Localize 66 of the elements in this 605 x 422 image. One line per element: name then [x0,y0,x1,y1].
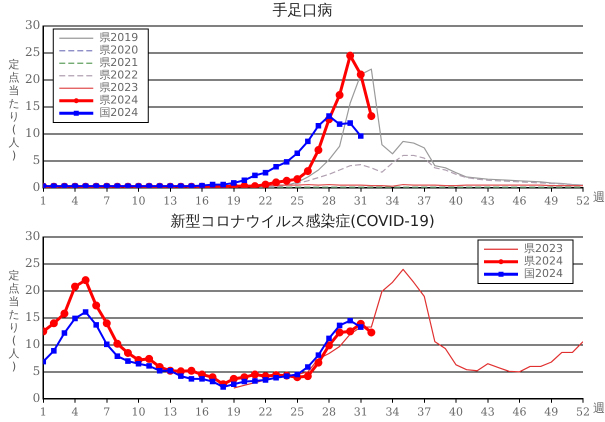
legend-label: 国2024 [524,267,564,280]
x-tick-label: 49 [544,405,558,418]
x-tick-label: 28 [322,405,336,418]
y-tick-label: 10 [24,126,40,140]
x-tick-label: 19 [226,405,241,418]
legend-label: 県2024 [99,94,138,107]
y-tick-label: 25 [24,256,40,270]
y-tick-label: 15 [24,310,40,324]
x-tick-label: 40 [449,194,464,208]
x-tick-label: 43 [480,194,495,208]
y-tick-label: 5 [32,364,40,378]
legend-label: 県2023 [524,242,564,256]
x-axis-title: 週 [593,400,605,415]
legend-label: 国2024 [99,106,138,120]
y-tick-label: 20 [24,72,40,86]
legend-label: 県2022 [99,68,138,82]
chart-title: 手足口病 [272,0,332,19]
legend-label: 県2019 [99,31,138,44]
y-tick-label: 10 [24,336,40,351]
chart-title: 新型コロナウイルス感染症(COVID-19) [170,212,435,230]
y-tick-label: 15 [24,99,40,114]
x-tick-label: 34 [386,405,400,418]
x-tick-label: 7 [103,405,110,418]
y-tick-label: 30 [24,18,40,32]
x-tick-label: 4 [72,194,79,208]
y-tick-label: 0 [32,390,40,405]
x-tick-label: 1 [40,405,47,418]
x-tick-label: 28 [322,194,336,208]
x-tick-label: 37 [417,405,432,418]
x-tick-label: 7 [103,194,110,208]
x-tick-label: 34 [386,194,400,208]
legend-label: 県2021 [99,56,138,70]
x-tick-label: 13 [163,194,178,208]
legend-label: 県2020 [99,44,138,57]
y-tick-label: 30 [24,229,40,244]
x-tick-label: 43 [480,405,495,418]
x-tick-label: 31 [354,405,368,418]
x-tick-label: 49 [544,194,558,208]
x-tick-label: 16 [195,194,210,208]
y-tick-label: 25 [24,45,40,60]
x-tick-label: 22 [258,194,273,208]
x-tick-label: 25 [290,194,304,208]
x-tick-label: 13 [163,405,178,418]
legend-label: 県2024 [524,254,564,268]
x-tick-label: 19 [226,194,241,208]
x-tick-label: 52 [576,194,590,208]
x-axis-title: 週 [593,190,605,204]
x-tick-label: 4 [72,405,79,418]
x-tick-label: 37 [417,194,432,208]
x-tick-label: 46 [512,194,526,208]
x-tick-label: 10 [132,405,146,418]
x-tick-label: 16 [195,405,210,418]
legend-label: 県2023 [99,81,138,94]
y-tick-label: 20 [24,283,40,298]
x-tick-label: 22 [258,405,273,418]
x-tick-label: 40 [449,405,464,418]
x-tick-label: 25 [290,405,304,418]
y-axis-title: 定点当たり(人) [8,269,20,373]
y-tick-label: 0 [32,180,40,194]
y-tick-label: 5 [32,152,40,167]
x-tick-label: 31 [354,194,368,208]
x-tick-label: 52 [576,405,590,418]
x-tick-label: 46 [512,405,526,418]
y-axis-title: 定点当たり(人) [8,58,20,162]
x-tick-label: 1 [40,194,47,208]
x-tick-label: 10 [132,194,146,208]
